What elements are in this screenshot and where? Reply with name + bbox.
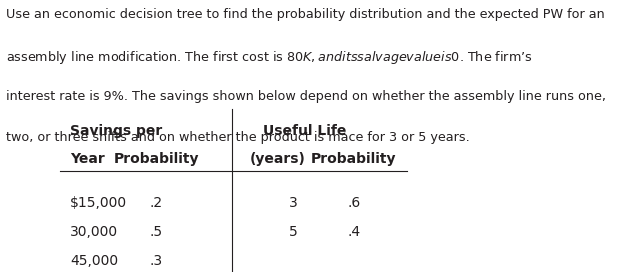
Text: assembly line modification. The first cost is $80K, and its salvage value is $0.: assembly line modification. The first co…: [6, 49, 533, 66]
Text: Useful Life: Useful Life: [263, 125, 346, 138]
Text: Savings per: Savings per: [70, 125, 162, 138]
Text: Probability: Probability: [311, 152, 396, 166]
Text: $15,000: $15,000: [70, 196, 127, 210]
Text: .4: .4: [347, 225, 360, 239]
Text: 30,000: 30,000: [70, 225, 118, 239]
Text: two, or three shifts and on whether the product is mace for 3 or 5 years.: two, or three shifts and on whether the …: [6, 131, 470, 144]
Text: .5: .5: [149, 225, 163, 239]
Text: 5: 5: [289, 225, 297, 239]
Text: Probability: Probability: [113, 152, 199, 166]
Text: 45,000: 45,000: [70, 254, 118, 268]
Text: Year: Year: [70, 152, 105, 166]
Text: .6: .6: [347, 196, 360, 210]
Text: interest rate is 9%. The savings shown below depend on whether the assembly line: interest rate is 9%. The savings shown b…: [6, 90, 607, 103]
Text: (years): (years): [250, 152, 306, 166]
Text: Use an economic decision tree to find the probability distribution and the expec: Use an economic decision tree to find th…: [6, 8, 605, 21]
Text: .2: .2: [149, 196, 163, 210]
Text: .3: .3: [149, 254, 163, 268]
Text: 3: 3: [289, 196, 297, 210]
